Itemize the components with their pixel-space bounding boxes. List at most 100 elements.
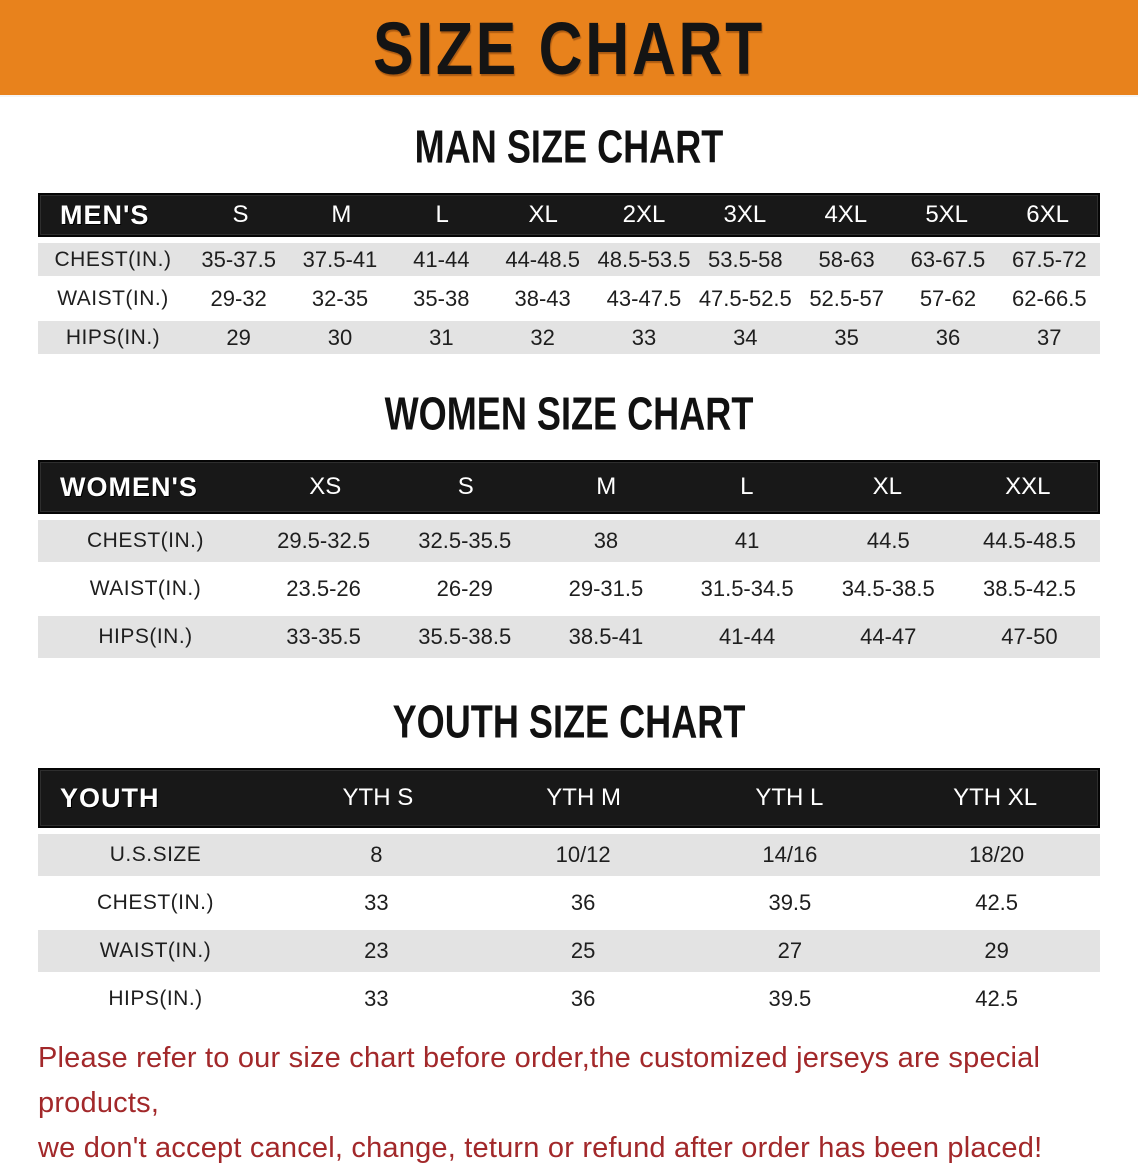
size-value: 48.5-53.5 bbox=[597, 246, 691, 272]
row-label: WAIST(IN.) bbox=[57, 286, 169, 310]
column-header: XXL bbox=[1005, 473, 1051, 500]
size-value: 42.5 bbox=[975, 890, 1019, 915]
column-header: 6XL bbox=[1026, 201, 1069, 228]
column-header: XS bbox=[309, 473, 342, 500]
table-header-row: WOMEN'S XS S M L XL XXL bbox=[38, 460, 1100, 514]
size-value: 23.5-26 bbox=[286, 576, 361, 601]
disclaimer-line-1: Please refer to our size chart before or… bbox=[38, 1042, 1041, 1119]
size-value: 26-29 bbox=[436, 576, 493, 601]
size-value: 53.5-58 bbox=[707, 246, 783, 272]
table-row: CHEST(IN.) 29.5-32.5 32.5-35.5 38 41 44.5 44.5… bbox=[38, 520, 1100, 562]
size-value: 25 bbox=[570, 938, 596, 963]
size-value: 35.5-38.5 bbox=[418, 624, 512, 649]
column-header: YTH XL bbox=[953, 784, 1038, 811]
size-value: 33 bbox=[364, 890, 389, 915]
column-header: M bbox=[331, 201, 352, 228]
size-value: 32-35 bbox=[311, 285, 369, 311]
size-value: 52.5-57 bbox=[809, 285, 884, 311]
column-header: L bbox=[740, 473, 754, 500]
size-value: 31 bbox=[429, 324, 454, 350]
size-value: 39.5 bbox=[768, 890, 812, 915]
size-chart-title: SIZE CHART bbox=[373, 6, 765, 89]
size-value: 29 bbox=[984, 938, 1009, 963]
size-value: 57-62 bbox=[919, 285, 977, 311]
row-label: HIPS(IN.) bbox=[65, 325, 161, 349]
size-value: 39.5 bbox=[768, 986, 812, 1011]
women-size-table: WOMEN'S XS S M L XL XXL CHEST(IN.) 29.5-32.5 32.5… bbox=[38, 460, 1100, 658]
table-group-label: WOMEN'S bbox=[60, 471, 198, 502]
size-value: 38.5-41 bbox=[568, 624, 644, 649]
size-value: 38 bbox=[593, 528, 619, 553]
table-group-label: YOUTH bbox=[60, 782, 160, 813]
size-value: 67.5-72 bbox=[1011, 246, 1087, 272]
size-value: 63-67.5 bbox=[910, 246, 986, 272]
row-label: WAIST(IN.) bbox=[99, 939, 212, 962]
size-value: 62-66.5 bbox=[1011, 285, 1087, 311]
size-chart-banner: SIZE CHART bbox=[0, 0, 1138, 97]
table-row: HIPS(IN.) 33 36 39.5 42.5 bbox=[38, 978, 1100, 1020]
column-header: YTH M bbox=[546, 784, 621, 811]
size-value: 8 bbox=[370, 842, 383, 867]
size-value: 41 bbox=[734, 528, 760, 553]
size-value: 29 bbox=[226, 324, 251, 350]
size-value: 32 bbox=[530, 324, 555, 350]
size-value: 14/16 bbox=[762, 842, 818, 867]
size-value: 41-44 bbox=[413, 246, 470, 272]
size-value: 23 bbox=[364, 938, 389, 963]
column-header: 2XL bbox=[622, 201, 666, 228]
youth-size-table: YOUTH YTH S YTH M YTH L YTH XL U.S.SIZE 8 10/12… bbox=[38, 768, 1100, 1020]
row-label: CHEST(IN.) bbox=[97, 891, 214, 914]
column-header: 3XL bbox=[723, 201, 767, 228]
size-value: 18/20 bbox=[969, 842, 1025, 867]
size-value: 35-38 bbox=[413, 285, 470, 311]
column-header: L bbox=[435, 201, 449, 228]
disclaimer-line-2: we don't accept cancel, change, teturn o… bbox=[38, 1131, 1043, 1164]
size-value: 33 bbox=[631, 324, 657, 350]
size-value: 42.5 bbox=[975, 986, 1019, 1011]
size-value: 29.5-32.5 bbox=[277, 528, 371, 553]
size-value: 35 bbox=[834, 324, 859, 350]
size-value: 36 bbox=[935, 324, 961, 350]
size-value: 29-31.5 bbox=[568, 576, 644, 601]
table-header-row: MEN'S S M L XL 2XL 3XL 4XL 5XL 6XL bbox=[38, 193, 1100, 237]
size-value: 31.5-34.5 bbox=[700, 576, 794, 601]
size-value: 37.5-41 bbox=[302, 246, 378, 272]
size-value: 38-43 bbox=[514, 285, 571, 311]
women-section-heading: WOMEN SIZE CHART bbox=[384, 388, 754, 441]
table-row: CHEST(IN.) 33 36 39.5 42.5 bbox=[38, 882, 1100, 924]
column-header: YTH L bbox=[755, 784, 824, 811]
men-section-heading: MAN SIZE CHART bbox=[414, 121, 724, 174]
row-label: HIPS(IN.) bbox=[98, 625, 193, 648]
table-row: CHEST(IN.) 35-37.5 37.5-41 41-44 44-48.5 48.5… bbox=[38, 243, 1100, 276]
size-value: 41-44 bbox=[718, 624, 776, 649]
size-value: 36 bbox=[570, 986, 596, 1011]
column-header: 5XL bbox=[925, 201, 969, 228]
youth-section-heading: YOUTH SIZE CHART bbox=[392, 696, 746, 749]
column-header: S bbox=[457, 473, 474, 500]
size-value: 33 bbox=[364, 986, 389, 1011]
column-header: S bbox=[232, 201, 249, 228]
row-label: CHEST(IN.) bbox=[54, 247, 172, 271]
size-value: 44.5-48.5 bbox=[982, 528, 1076, 553]
column-header: M bbox=[596, 473, 617, 500]
row-label: WAIST(IN.) bbox=[89, 577, 202, 600]
size-value: 58-63 bbox=[818, 246, 875, 272]
size-value: 47-50 bbox=[1001, 624, 1058, 649]
size-value: 43-47.5 bbox=[606, 285, 682, 311]
size-value: 33-35.5 bbox=[286, 624, 361, 649]
row-label: U.S.SIZE bbox=[109, 843, 202, 866]
size-value: 34.5-38.5 bbox=[841, 576, 935, 601]
table-row: WAIST(IN.) 23 25 27 29 bbox=[38, 930, 1100, 972]
table-group-label: MEN'S bbox=[60, 199, 150, 230]
size-value: 37 bbox=[1037, 324, 1062, 350]
table-row: WAIST(IN.) 23.5-26 26-29 29-31.5 31.5-34.5 34… bbox=[38, 568, 1100, 610]
table-row: HIPS(IN.) 29 30 31 32 33 34 35 36 37 bbox=[38, 321, 1100, 354]
table-header-row: YOUTH YTH S YTH M YTH L YTH XL bbox=[38, 768, 1100, 828]
size-value: 32.5-35.5 bbox=[418, 528, 512, 553]
table-row: WAIST(IN.) 29-32 32-35 35-38 38-43 43-47.5 47.… bbox=[38, 282, 1100, 315]
size-value: 38.5-42.5 bbox=[982, 576, 1076, 601]
size-value: 44.5 bbox=[866, 528, 910, 553]
row-label: HIPS(IN.) bbox=[108, 987, 203, 1010]
column-header: YTH S bbox=[342, 784, 414, 811]
size-value: 10/12 bbox=[555, 842, 611, 867]
